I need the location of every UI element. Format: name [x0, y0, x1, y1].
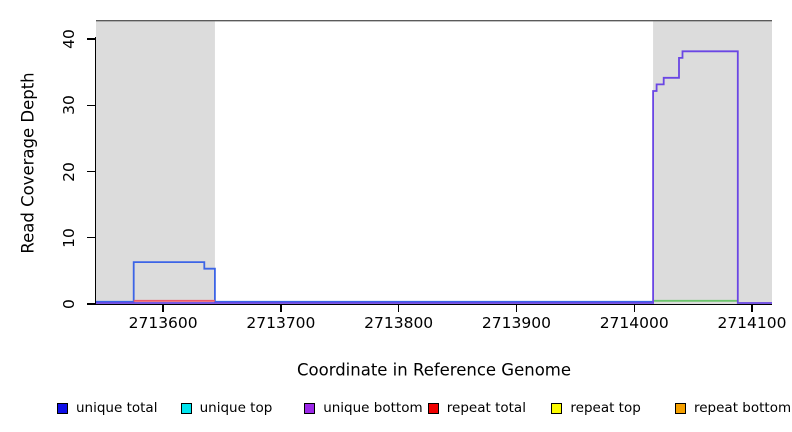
- x-axis-title: Coordinate in Reference Genome: [296, 360, 572, 380]
- series-line-unique-bottom: [96, 50, 772, 304]
- y-tick-label: 0: [60, 299, 78, 309]
- y-tick-label: 40: [60, 29, 78, 49]
- legend-swatch-icon: [180, 402, 192, 414]
- x-tick-label: 2714100: [717, 314, 787, 332]
- x-tick-label: 2714000: [599, 314, 669, 332]
- x-tick-label: 2713800: [364, 314, 434, 332]
- legend-label: repeat total: [446, 400, 526, 416]
- legend-label: unique bottom: [323, 400, 423, 416]
- legend-item-repeat-top: repeat top: [551, 400, 641, 416]
- x-tick-label: 2713700: [246, 314, 316, 332]
- x-tick: [515, 305, 518, 312]
- repeat-region-right: [653, 21, 772, 305]
- legend-swatch-icon: [304, 402, 316, 414]
- y-tick: [87, 303, 95, 305]
- legend-item-repeat-total: repeat total: [427, 400, 526, 416]
- y-tick: [87, 170, 95, 173]
- y-tick: [87, 237, 95, 239]
- legend-swatch-icon: [551, 402, 563, 414]
- legend-item-unique-top: unique top: [180, 400, 273, 416]
- x-tick: [397, 305, 400, 312]
- y-tick-label: 30: [60, 95, 78, 116]
- legend-item-unique-total: unique total: [57, 401, 157, 415]
- x-tick: [751, 305, 753, 312]
- plot-canvas: [96, 19, 772, 305]
- legend-label: repeat top: [570, 400, 641, 416]
- y-axis-line: [95, 37, 97, 305]
- y-axis-title: Read Coverage Depth: [18, 72, 38, 254]
- x-tick: [633, 305, 635, 312]
- y-tick: [87, 104, 95, 106]
- legend-label: unique top: [199, 400, 273, 416]
- plot-area: [96, 19, 772, 305]
- repeat-region-left: [96, 21, 215, 305]
- y-tick: [87, 38, 95, 40]
- legend-item-unique-bottom: unique bottom: [304, 400, 423, 416]
- legend-swatch-icon: [427, 402, 439, 414]
- x-axis-line: [96, 303, 772, 305]
- y-tick-label: 10: [60, 227, 78, 248]
- legend-label: repeat bottom: [694, 400, 792, 416]
- legend-label: unique total: [76, 400, 158, 416]
- series-line-unique-total: [96, 261, 654, 303]
- legend-swatch-icon: [675, 402, 686, 414]
- y-tick-label: 20: [60, 161, 78, 182]
- legend-item-repeat-bottom: repeat bottom: [675, 401, 791, 415]
- legend-swatch-icon: [57, 402, 68, 414]
- x-tick: [280, 305, 282, 312]
- x-tick-label: 2713900: [481, 314, 551, 332]
- x-tick-label: 2713600: [128, 314, 198, 332]
- x-tick: [162, 305, 164, 312]
